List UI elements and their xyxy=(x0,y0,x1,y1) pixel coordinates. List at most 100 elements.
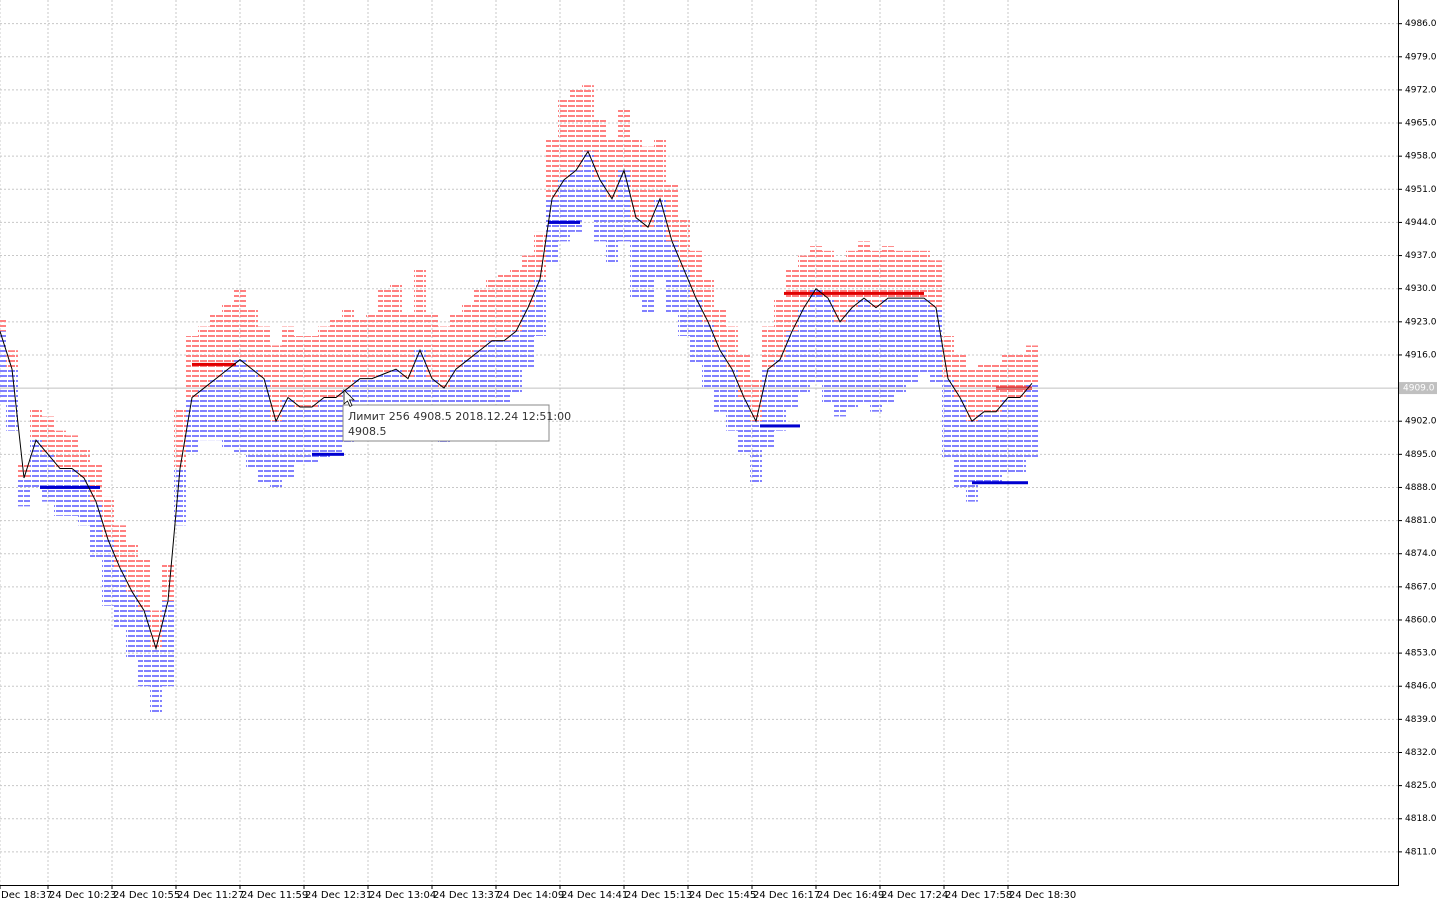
ask-band xyxy=(354,317,366,379)
y-tick-label: 4832.0 xyxy=(1405,748,1437,758)
ask-band xyxy=(678,217,690,270)
bid-band xyxy=(486,340,498,403)
bid-band xyxy=(1026,383,1038,460)
bid-band xyxy=(978,411,990,483)
bid-band xyxy=(774,359,786,431)
bid-band xyxy=(690,298,702,365)
bid-band xyxy=(318,397,330,460)
x-tick-label: 24 Dec 11:27 xyxy=(177,890,244,901)
ask-band xyxy=(102,496,114,540)
bid-band xyxy=(750,421,762,483)
ask-band xyxy=(1026,345,1038,384)
y-tick-label: 4853.0 xyxy=(1405,649,1437,659)
bid-band xyxy=(870,307,882,412)
bid-band xyxy=(234,359,246,455)
bid-band xyxy=(882,298,894,403)
bid-band xyxy=(294,407,306,464)
bid-band xyxy=(258,378,270,483)
bid-band xyxy=(150,648,162,715)
y-tick-label: 4930.0 xyxy=(1405,284,1437,294)
bid-band xyxy=(534,279,546,337)
ask-band xyxy=(558,99,570,180)
ask-band xyxy=(690,250,702,299)
bid-band xyxy=(186,397,198,455)
ask-band xyxy=(210,312,222,379)
y-tick-label: 4839.0 xyxy=(1405,715,1437,725)
ask-band xyxy=(162,563,174,602)
bid-band xyxy=(966,421,978,502)
x-tick-label: 24 Dec 16:17 xyxy=(753,890,820,901)
ask-band xyxy=(402,312,414,379)
ask-band xyxy=(0,317,6,332)
ask-band xyxy=(750,378,762,422)
bid-band xyxy=(66,468,78,516)
bid-band xyxy=(990,411,1002,483)
bid-band xyxy=(102,539,114,606)
x-tick-label: 24 Dec 14:09 xyxy=(497,890,564,901)
y-tick-label: 4986.0 xyxy=(1405,19,1437,29)
x-tick-label: 24 Dec 12:31 xyxy=(305,890,372,901)
x-tick-label: 24 Dec 11:59 xyxy=(241,890,308,901)
ask-band xyxy=(906,250,918,299)
bid-band xyxy=(714,350,726,412)
bid-band xyxy=(846,307,858,408)
ask-band xyxy=(834,260,846,322)
ask-band xyxy=(282,326,294,398)
ask-band xyxy=(342,307,354,389)
ask-band xyxy=(858,241,870,299)
x-tick-label: 24 Dec 14:41 xyxy=(561,890,628,901)
y-tick-label: 4902.0 xyxy=(1405,417,1437,427)
tooltip: Лимит 256 4908.5 2018.12.24 12:51:00 490… xyxy=(342,389,571,442)
bid-band xyxy=(246,369,258,469)
ask-band xyxy=(546,137,558,199)
ask-band xyxy=(762,326,774,370)
bid-band xyxy=(642,227,654,313)
bid-band xyxy=(942,378,954,460)
ask-band xyxy=(126,544,138,592)
bid-band xyxy=(0,331,6,403)
y-tick-label: 4979.0 xyxy=(1405,52,1437,62)
ask-band xyxy=(138,558,150,611)
y-tick-label: 4825.0 xyxy=(1405,781,1437,791)
ask-band xyxy=(270,345,282,422)
ask-band xyxy=(726,326,738,370)
bid-band xyxy=(822,298,834,403)
ask-band xyxy=(294,336,306,408)
ask-band xyxy=(894,250,906,299)
bid-band xyxy=(918,298,930,374)
ask-band xyxy=(642,146,654,228)
bid-band xyxy=(210,378,222,441)
x-tick-label: 24 Dec 10:55 xyxy=(113,890,180,901)
price-line xyxy=(0,150,1033,651)
tooltip-box xyxy=(342,404,550,442)
y-tick-label: 4818.0 xyxy=(1405,814,1437,824)
large-order-level xyxy=(312,452,344,456)
x-tick-label: 24 Dec 15:45 xyxy=(689,890,756,901)
ask-band xyxy=(942,336,954,379)
bid-band xyxy=(834,321,846,417)
bid-band xyxy=(858,298,870,403)
bid-band xyxy=(906,298,918,384)
bid-band xyxy=(726,369,738,431)
ask-band xyxy=(66,435,78,469)
ask-band xyxy=(954,354,966,398)
ask-band xyxy=(846,250,858,308)
bid-band xyxy=(138,610,150,687)
ask-band xyxy=(918,250,930,299)
ask-band xyxy=(474,288,486,351)
ask-band xyxy=(1014,354,1026,398)
ask-band xyxy=(390,283,402,370)
bid-band xyxy=(42,454,54,502)
bid-band xyxy=(174,468,186,526)
ask-band xyxy=(54,430,66,469)
bid-band xyxy=(618,170,630,242)
ask-band xyxy=(786,269,798,332)
ask-band xyxy=(810,246,822,289)
ask-band xyxy=(966,369,978,422)
bid-band xyxy=(738,397,750,455)
bid-band xyxy=(606,198,618,266)
bid-band xyxy=(546,198,558,266)
